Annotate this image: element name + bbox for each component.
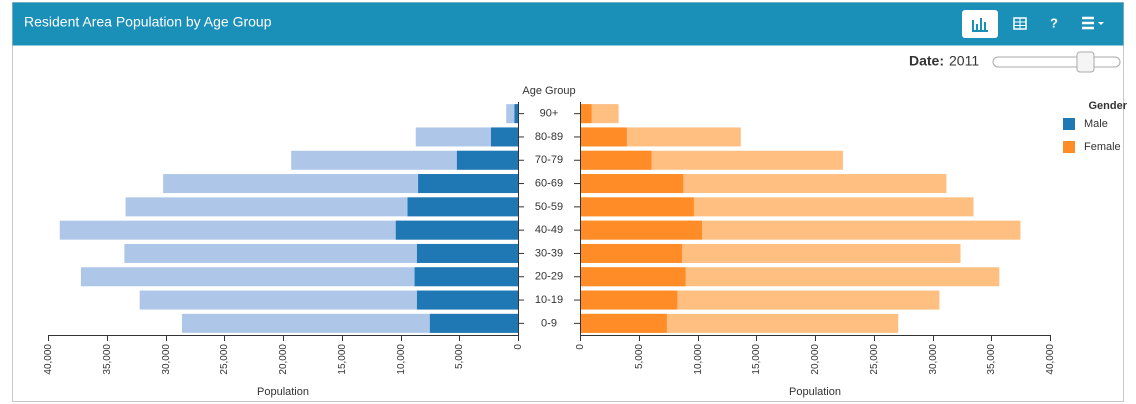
bar bbox=[416, 290, 518, 310]
table-button[interactable] bbox=[1013, 17, 1027, 30]
x-tick-label: 25,000 bbox=[869, 344, 880, 375]
bar bbox=[456, 150, 518, 170]
bar bbox=[581, 150, 652, 170]
x-tick-label: 0 bbox=[575, 344, 586, 350]
bar bbox=[429, 313, 518, 333]
light-bar bbox=[506, 104, 518, 124]
bar bbox=[490, 127, 518, 147]
header-title: Resident Area Population by Age Group bbox=[24, 14, 272, 30]
x-tick-label: 20,000 bbox=[810, 344, 821, 375]
plot: Age Group 0 5,000 10,000 15,000 20,000 25,000 3… bbox=[43, 85, 1128, 398]
legend-swatch bbox=[1063, 141, 1075, 153]
legend-label: Female bbox=[1084, 141, 1121, 153]
x-axis-label: Population bbox=[257, 386, 309, 398]
x-tick-label: 0 bbox=[513, 344, 524, 350]
date-value: 2011 bbox=[949, 53, 979, 69]
header-bar bbox=[12, 2, 1124, 46]
legend-swatch bbox=[1063, 118, 1075, 130]
bar bbox=[407, 197, 518, 217]
category-label: 70-79 bbox=[535, 154, 563, 166]
x-tick-label: 10,000 bbox=[396, 344, 407, 375]
chart-icon bbox=[972, 18, 988, 32]
x-tick-label: 15,000 bbox=[751, 344, 762, 375]
chart-button[interactable] bbox=[962, 10, 998, 38]
bar bbox=[581, 197, 694, 217]
date-slider[interactable] bbox=[992, 51, 1121, 73]
legend-label: Male bbox=[1084, 118, 1108, 130]
category-label: 80-89 bbox=[535, 131, 563, 143]
x-tick-label: 5,000 bbox=[634, 344, 645, 369]
x-tick-label: 5,000 bbox=[454, 344, 465, 369]
bar bbox=[416, 243, 518, 263]
category-label: 40-49 bbox=[535, 224, 563, 236]
bar bbox=[581, 127, 627, 147]
bar bbox=[581, 243, 683, 263]
bar bbox=[418, 174, 518, 194]
menu-button[interactable] bbox=[1082, 16, 1104, 30]
x-tick-label: 40,000 bbox=[43, 344, 54, 375]
x-tick-label: 30,000 bbox=[161, 344, 172, 375]
legend-title: Gender bbox=[1088, 100, 1127, 112]
menu-caret bbox=[1098, 22, 1104, 25]
bar bbox=[581, 290, 678, 310]
menu-icon bbox=[1082, 16, 1094, 30]
category-label: 20-29 bbox=[535, 271, 563, 283]
category-label: 60-69 bbox=[535, 177, 563, 189]
x-tick-label: 20,000 bbox=[278, 344, 289, 375]
x-tick-label: 35,000 bbox=[986, 344, 997, 375]
bar bbox=[395, 220, 518, 240]
bar bbox=[581, 104, 592, 124]
bar bbox=[414, 267, 518, 287]
bar bbox=[581, 267, 686, 287]
x-tick-label: 10,000 bbox=[693, 344, 704, 375]
category-label: 0-9 bbox=[541, 317, 557, 329]
category-label: 30-39 bbox=[535, 247, 563, 259]
bar bbox=[514, 104, 518, 124]
x-tick-label: 25,000 bbox=[219, 344, 230, 375]
date-label: Date: bbox=[909, 53, 944, 69]
light-bar bbox=[80, 267, 519, 287]
slider-track bbox=[992, 56, 1121, 68]
category-axis-label: Age Group bbox=[522, 85, 575, 97]
category-label: 50-59 bbox=[535, 201, 563, 213]
bar bbox=[581, 313, 667, 333]
x-tick-label: 35,000 bbox=[102, 344, 113, 375]
bar bbox=[581, 174, 684, 194]
bar bbox=[581, 220, 703, 240]
x-axis-label: Population bbox=[789, 386, 841, 398]
x-tick-label: 40,000 bbox=[1045, 344, 1056, 375]
x-tick-label: 15,000 bbox=[337, 344, 348, 375]
category-label: 10-19 bbox=[535, 294, 563, 306]
table-icon-lines bbox=[1014, 18, 1026, 29]
help-button[interactable]: ? bbox=[1050, 15, 1058, 30]
slider-handle bbox=[1076, 51, 1095, 73]
category-label: 90+ bbox=[540, 108, 559, 120]
x-tick-label: 30,000 bbox=[928, 344, 939, 375]
